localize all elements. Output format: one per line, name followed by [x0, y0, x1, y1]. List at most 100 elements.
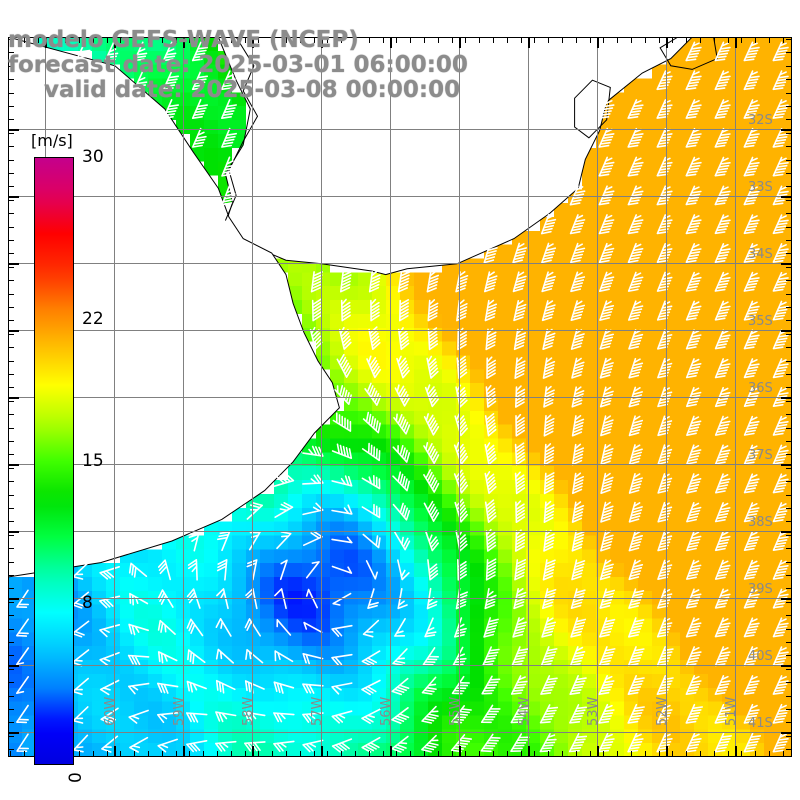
- wind-barb: [331, 536, 353, 544]
- wind-barb: [685, 675, 702, 695]
- wind-barb: [572, 472, 585, 495]
- wind-barb: [599, 271, 615, 292]
- wind-barb: [540, 214, 557, 235]
- wind-barb: [598, 675, 615, 695]
- lat-label-37S: 37S: [748, 448, 773, 463]
- x-minor-tick: [327, 751, 329, 757]
- wind-barb: [540, 646, 558, 667]
- wind-barb: [394, 384, 411, 407]
- x-minor-tick: [189, 37, 191, 43]
- lat-label-41S: 41S: [748, 716, 773, 731]
- wind-barb: [571, 530, 585, 552]
- wind-barb: [453, 441, 469, 465]
- wind-barb: [598, 242, 615, 264]
- y-minor-tick: [8, 119, 14, 121]
- wind-barb: [361, 650, 381, 667]
- wind-barb: [772, 300, 789, 321]
- y-minor-tick: [8, 333, 14, 335]
- colorbar-units-label: [m/s]: [31, 131, 73, 150]
- wind-barb: [394, 531, 411, 551]
- x-minor-tick: [79, 37, 80, 43]
- wind-barb: [453, 469, 469, 494]
- wind-barb: [512, 271, 527, 293]
- x-minor-tick: [106, 37, 108, 43]
- x-minor-tick: [272, 37, 274, 43]
- map-plot-area[interactable]: 61W60W59W58W57W56W55W54W53W52W51W32S33S3…: [8, 37, 792, 757]
- y-minor-tick: [786, 347, 792, 349]
- y-minor-tick: [8, 481, 14, 483]
- wind-barb: [714, 732, 732, 753]
- y-major-tick: [8, 732, 19, 734]
- wind-barb: [685, 732, 702, 753]
- wind-barb: [274, 650, 294, 663]
- x-minor-tick: [230, 37, 232, 43]
- wind-barb: [542, 357, 556, 379]
- lat-label-34S: 34S: [748, 247, 773, 262]
- x-major-tick: [459, 37, 461, 48]
- wind-barb: [480, 704, 501, 724]
- y-major-tick: [781, 129, 792, 131]
- y-minor-tick: [8, 534, 14, 536]
- lat-label-35S: 35S: [748, 314, 773, 329]
- y-major-tick: [8, 263, 19, 265]
- wind-barb: [361, 475, 381, 490]
- y-minor-tick: [786, 146, 792, 148]
- lon-label-53W: 53W: [586, 696, 601, 726]
- wind-barb: [336, 353, 353, 378]
- wind-barb: [450, 734, 472, 753]
- wind-barb: [627, 703, 645, 724]
- colorbar-tick-8: 8: [82, 592, 93, 613]
- x-minor-tick: [727, 751, 729, 757]
- wind-barb: [628, 559, 644, 581]
- wind-barb: [569, 675, 587, 695]
- wind-barb: [72, 706, 89, 724]
- y-minor-tick: [786, 642, 792, 643]
- wind-barb: [714, 70, 731, 91]
- y-minor-tick: [786, 213, 792, 215]
- wind-barb: [772, 214, 789, 235]
- y-minor-tick: [8, 615, 14, 617]
- colorbar[interactable]: [34, 157, 74, 765]
- wind-barb: [685, 358, 702, 379]
- wind-barb: [598, 646, 616, 667]
- y-minor-tick: [8, 159, 14, 161]
- y-minor-tick: [786, 132, 792, 134]
- wind-barb: [99, 651, 120, 667]
- wind-barb: [244, 618, 261, 637]
- x-minor-tick: [148, 37, 149, 43]
- x-minor-tick: [589, 751, 591, 757]
- wind-barb: [656, 646, 674, 667]
- wind-barb: [628, 357, 644, 379]
- x-minor-tick: [631, 751, 632, 757]
- wind-barb: [510, 733, 530, 752]
- y-minor-tick: [8, 642, 14, 643]
- y-minor-tick: [8, 722, 14, 724]
- wind-barb: [391, 735, 409, 753]
- lon-label-56W: 56W: [379, 696, 394, 726]
- x-minor-tick: [23, 751, 25, 757]
- wind-barb: [455, 271, 469, 293]
- wind-barb: [627, 242, 644, 264]
- x-minor-tick: [189, 751, 191, 757]
- wind-barb: [570, 617, 587, 638]
- lat-label-40S: 40S: [748, 649, 773, 664]
- x-major-tick: [45, 37, 47, 48]
- wind-barb: [657, 444, 673, 465]
- y-major-tick: [781, 263, 792, 265]
- wind-barb: [332, 592, 352, 606]
- y-minor-tick: [8, 186, 14, 188]
- wind-barb: [743, 703, 760, 724]
- x-minor-tick: [603, 37, 605, 43]
- y-major-tick: [781, 598, 792, 600]
- wind-barb: [481, 675, 501, 695]
- wind-barb: [338, 326, 352, 350]
- y-minor-tick: [8, 655, 14, 657]
- lat-label-38S: 38S: [748, 515, 773, 530]
- wind-barb: [714, 300, 731, 321]
- y-minor-tick: [8, 494, 14, 496]
- x-minor-tick: [782, 37, 784, 43]
- wind-barb: [425, 530, 439, 552]
- y-minor-tick: [786, 280, 792, 282]
- wind-barb: [685, 127, 702, 148]
- x-minor-tick: [479, 751, 481, 757]
